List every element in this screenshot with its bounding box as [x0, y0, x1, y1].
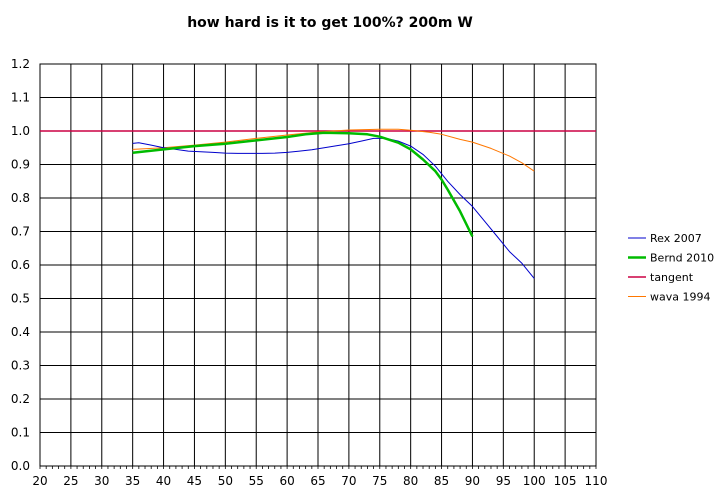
y-tick-label: 0.9	[11, 158, 30, 172]
legend-label-tangent: tangent	[650, 271, 694, 284]
x-tick-label: 35	[125, 474, 140, 488]
y-tick-label: 1.0	[11, 124, 30, 138]
x-tick-label: 55	[249, 474, 264, 488]
y-tick-label: 0.5	[11, 292, 30, 306]
x-tick-label: 40	[156, 474, 171, 488]
y-tick-label: 0.1	[11, 426, 30, 440]
y-tick-label: 0.8	[11, 191, 30, 205]
x-tick-label: 80	[403, 474, 418, 488]
series-line-bernd-2010	[132, 131, 474, 238]
x-tick-label: 70	[341, 474, 356, 488]
y-tick-label: 0.6	[11, 258, 30, 272]
x-tick-label: 90	[465, 474, 480, 488]
y-tick-label: 0.3	[11, 359, 30, 373]
y-tick-label: 1.2	[11, 57, 30, 71]
y-tick-label: 0.2	[11, 392, 30, 406]
y-tick-labels: 0.0 0.1 0.2 0.3 0.4 0.5 0.6 0.7 0.8 0.9 1.0 1.1 1.2	[11, 57, 30, 473]
x-tick-label: 105	[554, 474, 577, 488]
y-tick-label: 0.7	[11, 225, 30, 239]
legend-label-wava-1994: wava 1994	[650, 291, 710, 304]
y-tick-label: 0.4	[11, 325, 30, 339]
chart-title: how hard is it to get 100%? 200m W	[187, 15, 473, 31]
x-tick-label: 45	[187, 474, 202, 488]
series-line-rex-2007	[132, 137, 535, 279]
x-tick-label: 100	[523, 474, 546, 488]
y-tick-label: 1.1	[11, 91, 30, 105]
x-tick-label: 85	[434, 474, 449, 488]
legend-label-rex-2007: Rex 2007	[650, 232, 702, 245]
x-tick-labels: 20 25 30 35 40 45 50 55 60 65 70 75 80 85 90 95 100 105 11…	[32, 474, 607, 488]
x-tick-label: 30	[94, 474, 109, 488]
x-tick-label: 20	[32, 474, 47, 488]
plot-area: 0.0 0.1 0.2 0.3 0.4 0.5 0.6 0.7 0.8 0.9 1.0 1.1 1.2 2…	[11, 57, 714, 488]
x-tick-label: 50	[218, 474, 233, 488]
legend: Rex 2007 Bernd 2010 tangent wava 1994	[628, 232, 714, 304]
x-tick-label: 75	[372, 474, 387, 488]
x-minor-ticks	[39, 466, 597, 469]
series-line-wava-1994	[132, 128, 535, 172]
x-tick-label: 95	[496, 474, 511, 488]
x-tick-label: 25	[63, 474, 78, 488]
y-tick-label: 0.0	[11, 459, 30, 473]
x-tick-label: 65	[310, 474, 325, 488]
x-tick-label: 60	[279, 474, 294, 488]
x-tick-label: 110	[585, 474, 608, 488]
legend-label-bernd-2010: Bernd 2010	[650, 252, 714, 265]
